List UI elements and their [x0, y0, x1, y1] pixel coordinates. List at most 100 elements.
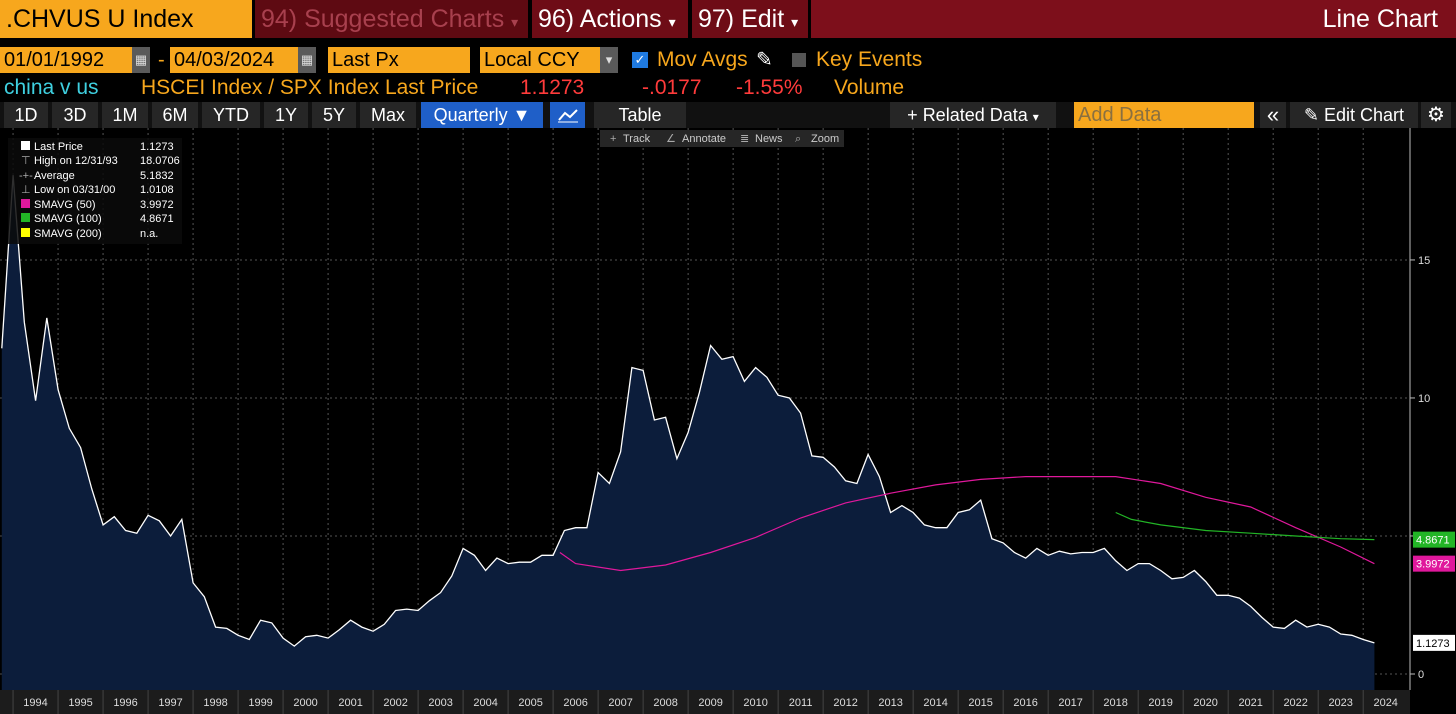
badge-box: [1413, 634, 1455, 651]
x-tick-label: 2003: [428, 697, 452, 709]
pencil-icon[interactable]: ✎: [756, 49, 773, 71]
badge-label: 3.9972: [1416, 559, 1450, 571]
menu-label: 94) Suggested Charts: [261, 5, 505, 33]
legend-icon: -+-: [19, 170, 33, 182]
legend-value: 1.1273: [140, 141, 174, 153]
legend-value: n.a.: [140, 228, 158, 240]
x-tick-label: 2017: [1058, 697, 1082, 709]
x-tick-label: 1998: [203, 697, 227, 709]
menu-label: 96) Actions: [538, 5, 662, 33]
x-tick-label: 2004: [473, 697, 497, 709]
price-change-pct: -1.55%: [736, 76, 803, 99]
x-tick-label: 1994: [23, 697, 47, 709]
edit-chart-button[interactable]: ✎ Edit Chart: [1290, 102, 1418, 128]
tool-icon: ⌕: [795, 133, 801, 145]
key-events-label: Key Events: [816, 48, 923, 71]
period-label: Quarterly: [433, 105, 508, 125]
collapse-button[interactable]: «: [1260, 102, 1286, 128]
chart-type-icon[interactable]: [550, 102, 585, 128]
x-tick-label: 1996: [113, 697, 137, 709]
tool-news[interactable]: News: [755, 133, 783, 145]
add-data-input[interactable]: Add Data: [1074, 102, 1254, 128]
calendar-icon[interactable]: ▦: [132, 47, 150, 73]
date-separator: -: [158, 49, 165, 71]
x-tick-label: 2014: [923, 697, 947, 709]
menu[interactable]: 94) Suggested Charts ▾: [255, 0, 528, 38]
x-tick-label: 2021: [1238, 697, 1262, 709]
settings-button[interactable]: ⚙: [1421, 102, 1451, 128]
range-button[interactable]: 3D: [52, 102, 98, 128]
related-label: Related Data: [922, 105, 1028, 125]
last-value-badge: 3.9972: [1413, 555, 1455, 572]
legend-label: Last Price: [34, 141, 83, 153]
legend-label: SMAVG (200): [34, 228, 102, 240]
x-tick-label: 1999: [248, 697, 272, 709]
x-tick-label: 2024: [1373, 697, 1397, 709]
moving-average-line: [559, 476, 1375, 572]
currency-select[interactable]: Local CCY: [480, 47, 600, 73]
x-tick-label: 2018: [1103, 697, 1127, 709]
x-tick-label: 2009: [698, 697, 722, 709]
checkbox-checked[interactable]: ✓: [632, 52, 648, 68]
y-tick-label: 0: [1418, 669, 1424, 681]
related-data-button[interactable]: + Related Data ▾: [890, 102, 1056, 128]
y-tick-label: 15: [1418, 255, 1430, 267]
x-tick-label: 2008: [653, 697, 677, 709]
start-date[interactable]: 01/01/1992: [0, 47, 132, 73]
legend-icon: ⊤: [21, 155, 31, 167]
tool-zoom[interactable]: Zoom: [811, 133, 839, 145]
menu-label: 97) Edit: [698, 5, 785, 33]
price-line: [1, 175, 1375, 647]
ticker-box[interactable]: .CHVUS U Index: [0, 0, 252, 38]
dropdown-icon[interactable]: ▾: [600, 47, 618, 73]
legend-swatch: [21, 228, 30, 237]
legend-icon: ⊥: [21, 184, 31, 196]
moving-average-line: [1115, 511, 1375, 541]
end-date[interactable]: 04/03/2024: [170, 47, 298, 73]
range-button[interactable]: Max: [360, 102, 416, 128]
range-button[interactable]: 5Y: [312, 102, 356, 128]
menu[interactable]: 97) Edit ▾: [692, 0, 808, 38]
x-tick-label: 2022: [1283, 697, 1307, 709]
chart: 0510151994199519961997199819992000200120…: [0, 128, 1455, 714]
period-select[interactable]: Quarterly ▼: [421, 102, 543, 128]
last-price: 1.1273: [520, 76, 585, 99]
badge-box: [1413, 555, 1455, 572]
field-select[interactable]: Last Px: [328, 47, 470, 73]
range-button[interactable]: YTD: [202, 102, 260, 128]
x-tick-label: 2012: [833, 697, 857, 709]
x-tick-label: 2006: [563, 697, 587, 709]
x-tick-label: 2016: [1013, 697, 1037, 709]
mov-avgs-label: Mov Avgs: [657, 48, 748, 71]
x-tick-label: 2010: [743, 697, 767, 709]
badge-box: [1413, 531, 1455, 548]
security-description: HSCEI Index / SPX Index Last Price: [141, 76, 479, 99]
legend-swatch: [21, 141, 30, 150]
checkbox[interactable]: [792, 53, 806, 67]
range-button[interactable]: 1M: [102, 102, 148, 128]
legend-label: SMAVG (50): [34, 199, 96, 211]
legend-value: 1.0108: [140, 184, 174, 196]
x-tick-label: 2007: [608, 697, 632, 709]
view-title: Line Chart: [811, 0, 1456, 38]
x-tick-label: 2013: [878, 697, 902, 709]
x-tick-label: 2000: [293, 697, 317, 709]
legend-label: Low on 03/31/00: [34, 184, 115, 196]
menu[interactable]: 96) Actions ▾: [532, 0, 688, 38]
tools-bar: [600, 130, 844, 147]
calendar-icon[interactable]: ▦: [298, 47, 316, 73]
x-tick-label: 2020: [1193, 697, 1217, 709]
y-tick-label: 10: [1418, 393, 1430, 405]
range-button[interactable]: 6M: [152, 102, 198, 128]
last-value-badge: 1.1273: [1413, 634, 1455, 651]
badge-label: 4.8671: [1416, 535, 1450, 547]
range-button[interactable]: 1D: [4, 102, 48, 128]
x-tick-label: 2019: [1148, 697, 1172, 709]
table-button[interactable]: Table: [594, 102, 686, 128]
tool-annotate[interactable]: Annotate: [682, 133, 726, 145]
badge-label: 1.1273: [1416, 638, 1450, 650]
tool-track[interactable]: Track: [623, 133, 651, 145]
legend-value: 18.0706: [140, 155, 180, 167]
range-button[interactable]: 1Y: [264, 102, 308, 128]
